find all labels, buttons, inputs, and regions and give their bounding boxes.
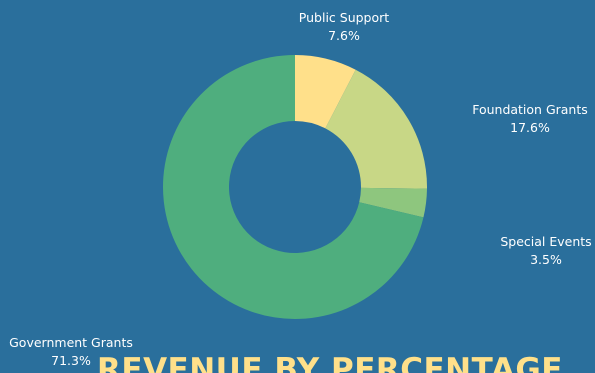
slice-value-special-events: 3.5% bbox=[530, 252, 562, 267]
slice-label-special-events: Special Events 3.5% bbox=[466, 233, 595, 269]
slice-label-foundation-grants: Foundation Grants 17.6% bbox=[450, 101, 595, 137]
slice-value-public-support: 7.6% bbox=[328, 28, 360, 43]
slice-name-public-support: Public Support bbox=[298, 10, 390, 25]
donut-slice-special-events bbox=[359, 187, 427, 218]
slice-name-foundation-grants: Foundation Grants bbox=[472, 102, 588, 117]
slice-name-special-events: Special Events bbox=[500, 234, 592, 249]
slice-name-government-grants: Government Grants bbox=[9, 335, 133, 350]
slice-label-government-grants: Government Grants 71.3% bbox=[0, 334, 151, 370]
donut-slice-foundation-grants bbox=[325, 69, 427, 189]
donut-slice-government-grants bbox=[163, 55, 424, 319]
slice-value-foundation-grants: 17.6% bbox=[510, 120, 550, 135]
donut-slice-public-support bbox=[295, 55, 356, 129]
slice-value-government-grants: 71.3% bbox=[51, 353, 91, 368]
chart-title: REVENUE BY PERCENTAGE bbox=[97, 352, 563, 373]
slice-label-public-support: Public Support 7.6% bbox=[264, 9, 424, 45]
